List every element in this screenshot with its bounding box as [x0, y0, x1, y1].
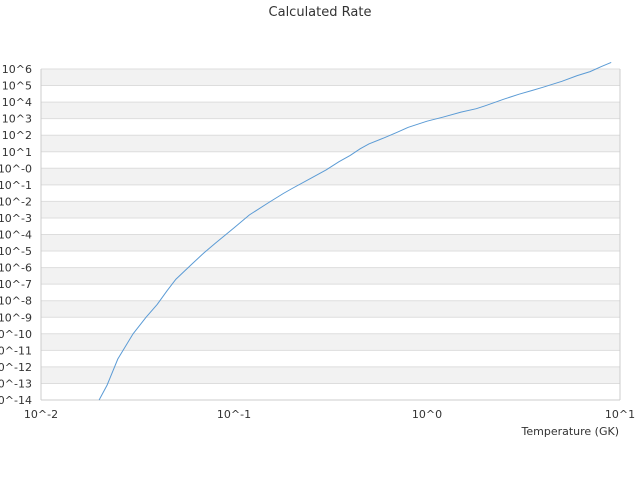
- y-tick-label: 10^-3: [0, 212, 32, 225]
- grid-band: [41, 201, 620, 218]
- y-tick-label: 10^4: [2, 96, 32, 109]
- y-tick-label: 10^-1: [0, 179, 32, 192]
- y-tick-label: 10^3: [2, 113, 32, 126]
- x-tick-label: 10^1: [605, 408, 635, 421]
- x-tick-label: 10^-1: [217, 408, 251, 421]
- grid-band: [41, 333, 620, 351]
- y-tick-label: 10^-6: [0, 262, 32, 275]
- grid-band: [41, 102, 620, 119]
- y-tick-label: 10^-5: [0, 245, 32, 258]
- grid-band: [41, 366, 620, 384]
- grid-bands: [41, 69, 620, 384]
- grid-band: [41, 267, 620, 285]
- y-tick-label: 10^5: [2, 80, 32, 93]
- series-group: [98, 61, 612, 401]
- chart-title: Calculated Rate: [269, 5, 372, 20]
- grid-band: [41, 300, 620, 318]
- y-tick-label: 10^-11: [0, 344, 32, 357]
- x-tick-label: 10^0: [412, 408, 442, 421]
- x-axis-label: Temperature (GK): [521, 425, 620, 438]
- y-tick-label: 10^1: [2, 146, 32, 159]
- y-tick-label: 10^-9: [0, 311, 32, 324]
- y-tick-label: 10^-12: [0, 361, 32, 374]
- y-tick-labels: 10^6 10^5 10^4 10^3 10^2 10^1 10^-0 10^-1 10^-2 1…: [0, 63, 32, 407]
- y-tick-label: 10^-8: [0, 295, 32, 308]
- grid-band: [41, 135, 620, 152]
- grid-band: [41, 69, 620, 86]
- y-tick-label: 10^6: [2, 63, 32, 76]
- y-tick-label: 10^-2: [0, 195, 32, 208]
- y-tick-label: 10^-10: [0, 328, 32, 341]
- y-tick-label: 10^-14: [0, 394, 32, 407]
- grid-lines: [41, 68, 620, 401]
- y-tick-label: 10^-13: [0, 377, 32, 390]
- series-line: [98, 61, 612, 401]
- axes: [40, 69, 621, 401]
- x-tick-labels: 10^-2 10^-1 10^0 10^1: [24, 408, 635, 421]
- y-tick-label: 10^-0: [0, 162, 32, 175]
- y-tick-label: 10^-4: [0, 229, 32, 242]
- grid-band: [41, 168, 620, 185]
- x-tick-label: 10^-2: [24, 408, 58, 421]
- grid-band: [41, 234, 620, 252]
- y-tick-label: 10^2: [2, 129, 32, 142]
- y-tick-label: 10^-7: [0, 278, 32, 291]
